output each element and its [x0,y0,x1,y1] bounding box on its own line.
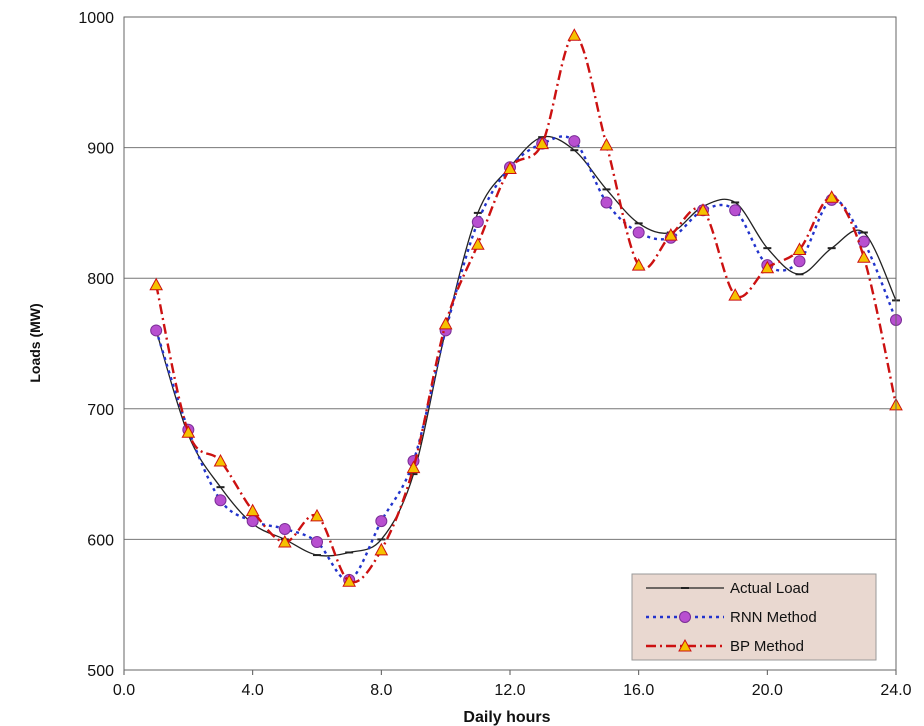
data-point-rnn-method [471,216,484,229]
data-point-rnn-method [311,536,323,549]
y-tick-label: 800 [87,271,114,288]
data-point-bp-method [728,288,743,301]
data-point-rnn-method [729,204,742,217]
y-tick-label: 600 [87,532,114,549]
data-point-bp-method [599,137,614,151]
x-tick-labels: 0.0 4.0 8.0 12.0 16.0 20.0 24.0 [113,682,912,699]
legend-label-actual-load: Actual Load [730,580,809,597]
legend-marker-rnn-method [679,611,691,623]
y-tick-label: 700 [87,402,114,419]
data-point-rnn-method [568,135,581,148]
data-point-bp-method [406,460,421,474]
data-point-bp-method [824,190,839,203]
y-tick-label: 900 [87,141,114,158]
data-point-bp-method [792,242,807,255]
data-point-rnn-method [375,515,388,528]
x-axis-title: Daily hours [463,709,550,726]
x-tick-label: 24.0 [880,682,911,699]
y-tick-label: 500 [87,663,114,680]
y-tick-labels: 500 600 700 800 900 1000 [78,10,114,680]
data-point-bp-method [277,534,292,548]
series-line-actual-load [155,135,897,557]
x-tick-label: 4.0 [242,682,264,699]
data-point-bp-method [567,28,582,41]
data-point-bp-method [374,542,389,556]
data-point-rnn-method [600,196,613,209]
legend-marker-bp-method [678,638,692,652]
data-point-bp-method [181,425,196,438]
x-tick-label: 8.0 [370,682,392,699]
x-tick-label: 20.0 [752,682,783,699]
data-point-bp-method [856,250,871,263]
series-rnn-method [150,135,902,586]
x-tick-label: 16.0 [623,682,654,699]
y-axis-title: Loads (MW) [27,303,43,382]
data-point-bp-method [503,161,517,174]
data-point-bp-method [149,277,164,291]
data-point-bp-method [310,508,324,522]
legend-label-rnn-method: RNN Method [730,609,817,626]
data-point-rnn-method [150,324,163,337]
data-point-bp-method [438,316,453,330]
series-line-rnn-method [155,135,898,582]
data-point-rnn-method [214,494,227,507]
series-actual-load [152,135,900,557]
data-point-rnn-method [793,255,806,268]
data-point-bp-method [631,258,646,271]
data-point-bp-method [663,228,678,241]
data-point-bp-method [245,503,260,517]
data-point-rnn-method [632,226,645,239]
legend: Actual Load RNN Method BP Method [631,573,877,661]
x-tick-label: 0.0 [113,682,135,699]
x-tick-label: 12.0 [494,682,525,699]
data-point-bp-method [535,136,550,150]
series-bp-method [149,28,903,587]
series-line-bp-method [154,34,898,584]
legend-label-bp-method: BP Method [730,638,804,655]
data-point-bp-method [696,203,710,216]
plot-area-frame [123,16,897,671]
data-point-rnn-method [278,522,291,535]
data-point-bp-method [470,237,485,250]
data-point-bp-method [342,574,357,587]
series-layer [149,28,903,587]
data-point-bp-method [213,453,228,467]
y-tick-label: 1000 [78,10,114,27]
data-point-bp-method [760,260,775,274]
